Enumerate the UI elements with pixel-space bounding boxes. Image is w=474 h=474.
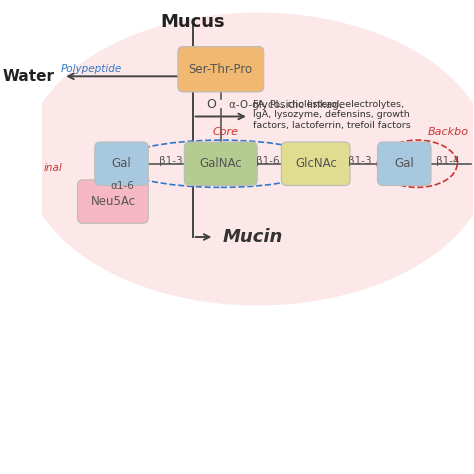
Text: Gal: Gal [112, 157, 131, 170]
Text: Polypeptide: Polypeptide [61, 64, 122, 74]
FancyBboxPatch shape [282, 142, 350, 185]
Text: β1-3: β1-3 [159, 156, 183, 166]
Text: α1-6: α1-6 [111, 181, 135, 191]
Text: O: O [206, 98, 216, 111]
FancyBboxPatch shape [95, 142, 148, 185]
Text: FA, PL, cholesterol, electrolytes,
IgA, lysozyme, defensins, growth
factors, lac: FA, PL, cholesterol, electrolytes, IgA, … [253, 100, 411, 130]
Text: Mucus: Mucus [160, 12, 225, 30]
Text: Mucin: Mucin [223, 228, 283, 246]
Text: GlcNAc: GlcNAc [295, 157, 337, 170]
Text: Gal: Gal [394, 157, 414, 170]
Text: Neu5Ac: Neu5Ac [91, 195, 136, 208]
FancyBboxPatch shape [78, 180, 148, 223]
FancyBboxPatch shape [178, 46, 264, 92]
Text: α-O-glycosidic linkage: α-O-glycosidic linkage [229, 100, 346, 109]
Text: Backbo: Backbo [428, 127, 469, 137]
Text: inal: inal [44, 164, 63, 173]
Ellipse shape [24, 12, 474, 306]
FancyBboxPatch shape [377, 142, 431, 185]
FancyBboxPatch shape [184, 142, 257, 185]
Text: Water: Water [3, 69, 55, 84]
Text: β1-6: β1-6 [256, 156, 280, 166]
Text: GalNAc: GalNAc [200, 157, 242, 170]
Text: Core: Core [212, 127, 238, 137]
Text: Ser-Thr-Pro: Ser-Thr-Pro [189, 63, 253, 76]
Text: β1-3: β1-3 [348, 156, 372, 166]
Text: β1-4: β1-4 [436, 156, 459, 166]
